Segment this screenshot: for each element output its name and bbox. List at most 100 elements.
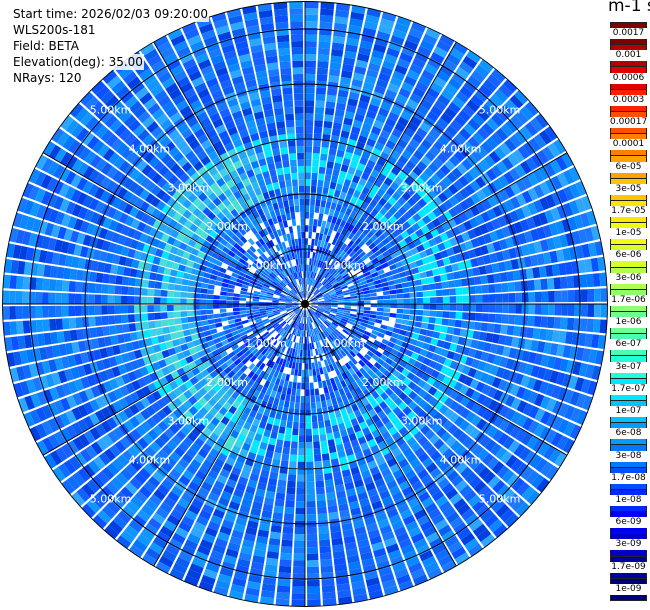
range-bin — [222, 278, 230, 284]
range-bin — [263, 456, 273, 465]
range-bin — [463, 123, 476, 136]
range-bin — [307, 343, 310, 350]
range-bin — [223, 366, 232, 375]
range-bin — [369, 494, 381, 504]
range-bin — [35, 277, 44, 291]
range-bin — [369, 289, 377, 294]
range-bin — [413, 574, 428, 586]
range-bin — [477, 360, 487, 371]
range-bin — [330, 531, 342, 540]
range-bin — [383, 308, 391, 313]
range-bin — [90, 385, 101, 398]
range-bin — [363, 313, 370, 318]
range-bin — [331, 331, 338, 338]
range-bin — [123, 419, 135, 432]
range-bin — [293, 335, 297, 343]
range-bin — [406, 453, 418, 464]
range-bin — [274, 313, 281, 318]
range-bin — [278, 399, 285, 407]
range-bin — [130, 495, 144, 509]
range-bin — [122, 323, 130, 333]
range-bin — [325, 221, 331, 229]
range-bin — [213, 337, 221, 345]
range-bin — [389, 514, 402, 525]
range-bin — [318, 326, 323, 333]
range-bin — [406, 69, 420, 81]
range-bin — [420, 278, 429, 285]
range-bin — [149, 542, 164, 555]
range-bin — [415, 285, 423, 292]
range-bin — [427, 567, 443, 580]
range-bin — [382, 362, 391, 370]
range-bin — [342, 414, 350, 423]
range-bin — [70, 230, 80, 243]
range-bin — [269, 317, 276, 322]
range-bin — [300, 409, 305, 416]
range-bin — [317, 296, 324, 300]
range-bin — [348, 287, 356, 292]
range-bin — [270, 376, 277, 384]
range-bin — [511, 336, 520, 348]
range-bin — [184, 335, 193, 343]
range-bin — [584, 333, 593, 348]
range-bin — [571, 230, 582, 245]
range-bin — [491, 68, 506, 83]
range-bin — [403, 298, 411, 304]
range-bin — [471, 69, 486, 83]
range-bin — [241, 319, 249, 325]
range-bin — [349, 18, 364, 27]
range-bin — [274, 377, 281, 386]
range-bin — [206, 299, 213, 304]
range-bin — [77, 419, 89, 433]
range-bin — [214, 353, 223, 362]
range-bin — [229, 276, 238, 282]
range-bin — [470, 339, 479, 349]
range-bin — [334, 263, 340, 270]
range-bin — [440, 273, 448, 282]
range-bin — [510, 114, 524, 129]
range-bin — [32, 377, 43, 392]
range-bin — [342, 252, 349, 260]
range-bin — [269, 471, 279, 480]
range-bin — [384, 396, 393, 406]
range-bin — [225, 358, 234, 367]
range-bin — [144, 262, 153, 272]
range-bin — [317, 347, 322, 355]
range-bin — [306, 310, 310, 317]
range-bin — [233, 293, 240, 298]
range-bin — [258, 346, 266, 353]
range-bin — [421, 284, 430, 291]
range-bin — [375, 336, 384, 343]
range-bin — [395, 93, 408, 104]
range-bin — [527, 351, 537, 364]
range-bin — [413, 463, 425, 475]
range-bin — [286, 308, 293, 312]
range-bin — [441, 147, 453, 159]
range-bin — [220, 416, 230, 426]
range-bin — [389, 337, 398, 344]
range-bin — [349, 271, 356, 278]
range-bin — [199, 509, 212, 521]
range-bin — [443, 386, 454, 397]
range-bin — [317, 306, 325, 308]
range-bin — [430, 369, 440, 379]
range-bin — [344, 151, 353, 160]
range-bin — [549, 250, 558, 264]
range-bin — [234, 318, 242, 323]
range-bin — [308, 362, 312, 370]
range-bin — [186, 341, 195, 349]
range-bin — [208, 279, 216, 285]
range-bin — [333, 162, 342, 171]
range-bin — [333, 431, 341, 439]
range-bin — [110, 477, 124, 490]
range-bin — [319, 317, 325, 323]
range-bin — [405, 556, 420, 568]
range-bin — [423, 167, 435, 178]
range-bin — [334, 16, 349, 25]
range-bin — [287, 354, 292, 362]
range-bin — [586, 273, 594, 288]
range-bin — [152, 536, 167, 549]
range-bin — [440, 112, 453, 125]
range-bin — [352, 445, 362, 454]
range-bin — [121, 314, 129, 324]
